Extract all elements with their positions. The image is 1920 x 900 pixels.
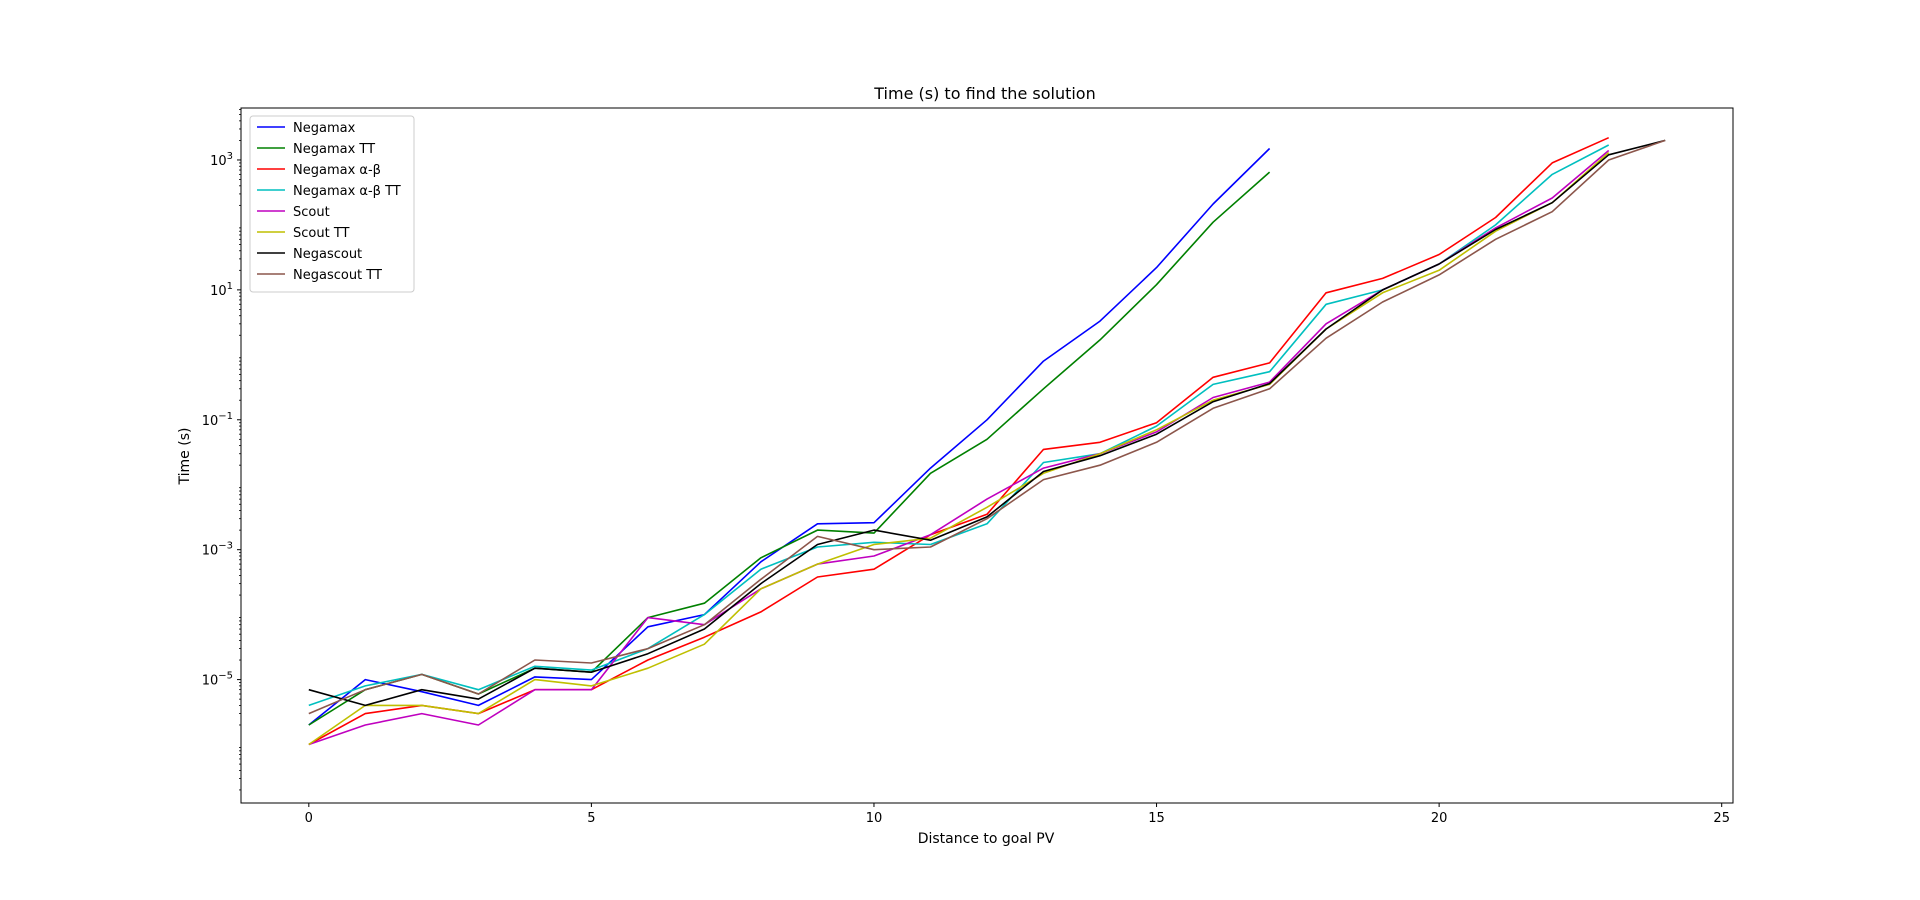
series-line-negamax <box>308 136 1610 746</box>
x-tick-label: 5 <box>587 811 595 826</box>
legend-label-negamax: Negamax α-β <box>293 163 381 178</box>
legend-label-negamax-tt: Negamax α-β TT <box>293 184 401 199</box>
legend-label-negamax-tt: Negamax TT <box>293 142 375 157</box>
legend-box <box>249 115 415 293</box>
legend-label-scout-tt: Scout TT <box>293 226 350 241</box>
series-line-negascout-tt <box>308 139 1666 715</box>
plot-area <box>308 136 1666 746</box>
legend-label-negascout: Negascout <box>293 247 362 262</box>
series-line-negamax <box>308 147 1271 726</box>
legend-label-negamax: Negamax <box>293 121 356 136</box>
series-line-scout-tt <box>308 152 1610 746</box>
legend: Negamax Negamax TT Negamax α-β Negamax α-β … <box>249 115 415 293</box>
y-axis-label: Time (s) <box>177 428 193 486</box>
x-axis: 0 5 10 15 20 25 <box>305 803 1730 826</box>
x-tick-label: 0 <box>305 811 313 826</box>
x-tick-label: 15 <box>1148 811 1165 826</box>
legend-label-scout: Scout <box>293 205 330 220</box>
legend-label-negascout-tt: Negascout TT <box>293 268 382 283</box>
plot-frame <box>240 107 1734 804</box>
x-tick-label: 25 <box>1713 811 1730 826</box>
chart-title: Time (s) to find the solution <box>873 84 1095 103</box>
x-axis-label: Distance to goal PV <box>918 831 1055 847</box>
series-line-negascout <box>308 139 1666 707</box>
x-tick-label: 20 <box>1431 811 1448 826</box>
x-tick-label: 10 <box>866 811 883 826</box>
